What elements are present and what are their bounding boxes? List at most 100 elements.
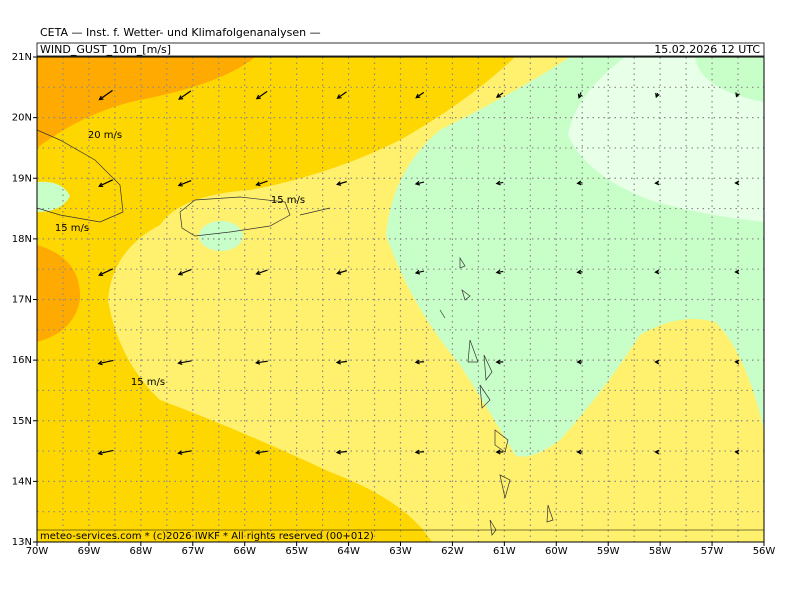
arrow-head	[414, 180, 421, 186]
arrow-head	[734, 359, 740, 365]
arrow-shaft	[98, 179, 114, 187]
arrow-shaft	[415, 270, 425, 274]
arrow-shaft	[256, 180, 268, 186]
lat-label: 21N	[12, 52, 32, 63]
arrow-head	[734, 269, 740, 275]
arrow-shaft	[337, 450, 347, 454]
arrow-shaft	[415, 181, 425, 185]
wind-arrow	[414, 359, 425, 365]
arrow-head	[576, 180, 582, 186]
variable-name: WIND_GUST_10m_[m/s]	[40, 43, 171, 56]
wind-arrows	[97, 89, 740, 456]
arrow-shaft	[337, 360, 347, 364]
arrow-shaft	[415, 451, 425, 453]
arrow-shaft	[178, 450, 192, 454]
arrow-shaft	[337, 91, 347, 99]
wind-arrow	[255, 359, 268, 365]
arrow-head	[335, 449, 342, 455]
wind-arrow	[177, 179, 192, 187]
contour-label: 20 m/s	[88, 130, 122, 141]
wind-arrow	[98, 179, 114, 188]
wind-arrow	[495, 359, 504, 365]
arrow-shaft	[178, 268, 192, 276]
contour-label: 15 m/s	[55, 223, 89, 234]
arrow-head	[654, 359, 660, 365]
wind-arrow	[414, 449, 425, 455]
wind-arrow	[98, 268, 114, 277]
lon-label: 69W	[78, 546, 101, 557]
wind-arrow	[577, 92, 583, 99]
wind-arrow	[336, 181, 347, 186]
lat-label: 14N	[12, 476, 32, 487]
wind-arrow	[495, 269, 504, 275]
arrow-head	[177, 450, 183, 456]
wind-arrow	[576, 269, 583, 275]
arrow-head	[177, 271, 183, 276]
arrow-shaft	[256, 450, 268, 454]
lon-label: 56W	[753, 546, 776, 557]
info-bar	[36, 42, 765, 57]
wind-arrow	[177, 360, 192, 366]
arrow-head	[735, 92, 740, 98]
arrow-head	[495, 449, 501, 455]
lon-label: 64W	[337, 546, 360, 557]
wind-arrow	[336, 270, 347, 275]
arrow-head	[255, 359, 261, 365]
arrow-shaft	[178, 90, 192, 100]
arrow-shaft	[178, 179, 192, 187]
arrow-head	[97, 360, 103, 366]
wind-arrow	[734, 449, 740, 455]
arrow-head	[177, 360, 183, 366]
arrow-shaft	[98, 268, 114, 276]
lat-label: 17N	[12, 295, 32, 306]
wind-arrow	[654, 269, 660, 275]
arrow-shaft	[415, 361, 425, 363]
arrow-shaft	[415, 91, 425, 99]
wind-arrow	[255, 90, 268, 100]
arrow-head	[98, 271, 104, 277]
lat-label: 16N	[12, 355, 32, 366]
wind-arrow	[97, 359, 114, 366]
lon-label: 58W	[649, 546, 672, 557]
lon-label: 63W	[389, 546, 412, 557]
arrow-shaft	[337, 270, 347, 274]
arrow-shaft	[98, 449, 114, 455]
band-20-25	[37, 245, 81, 342]
lon-label: 57W	[701, 546, 724, 557]
arrow-head	[335, 359, 342, 365]
lon-label: 67W	[181, 546, 204, 557]
wind-arrow	[335, 449, 347, 455]
band-5-10	[37, 181, 70, 212]
wind-arrow	[415, 91, 425, 99]
wind-arrow	[255, 269, 268, 276]
arrow-head	[655, 92, 660, 99]
arrow-head	[495, 269, 501, 275]
map-field: meteo-services.com * (c)2026 IWKF * All …	[37, 57, 764, 542]
wind-arrow	[98, 89, 113, 101]
arrow-head	[336, 94, 342, 99]
wind-arrow	[255, 180, 268, 187]
lon-label: 59W	[597, 546, 620, 557]
wind-arrow	[177, 450, 192, 456]
coastline	[37, 129, 554, 536]
header-title: CETA — Inst. f. Wetter- und Klimafolgena…	[40, 26, 321, 39]
graticule	[37, 57, 764, 542]
arrow-shaft	[256, 360, 268, 364]
arrow-head	[336, 270, 342, 275]
lon-label: 65W	[285, 546, 308, 557]
wind-arrow	[654, 449, 660, 455]
wind-arrow	[495, 92, 504, 98]
lon-label: 60W	[545, 546, 568, 557]
arrow-head	[654, 180, 660, 186]
band-20-25	[37, 57, 255, 148]
wind-arrow	[414, 180, 425, 186]
arrow-head	[734, 449, 740, 455]
wind-arrow	[734, 180, 740, 186]
wind-arrow	[654, 180, 660, 186]
arrow-head	[576, 269, 582, 275]
arrow-head	[97, 450, 103, 456]
arrow-head	[654, 449, 660, 455]
lat-label: 19N	[12, 173, 32, 184]
arrow-shaft	[337, 181, 347, 185]
